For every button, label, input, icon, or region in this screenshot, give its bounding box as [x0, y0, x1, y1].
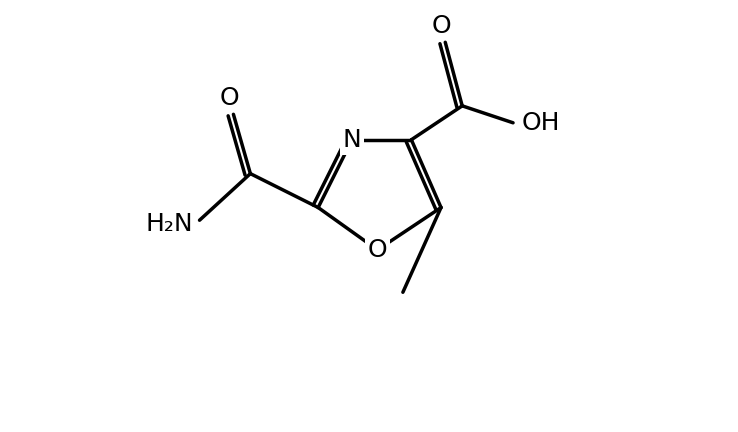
Text: H₂N: H₂N [145, 213, 193, 236]
Text: N: N [342, 128, 362, 152]
Text: OH: OH [522, 111, 560, 135]
Text: O: O [219, 86, 239, 110]
Text: O: O [368, 238, 387, 262]
Text: O: O [431, 14, 451, 38]
